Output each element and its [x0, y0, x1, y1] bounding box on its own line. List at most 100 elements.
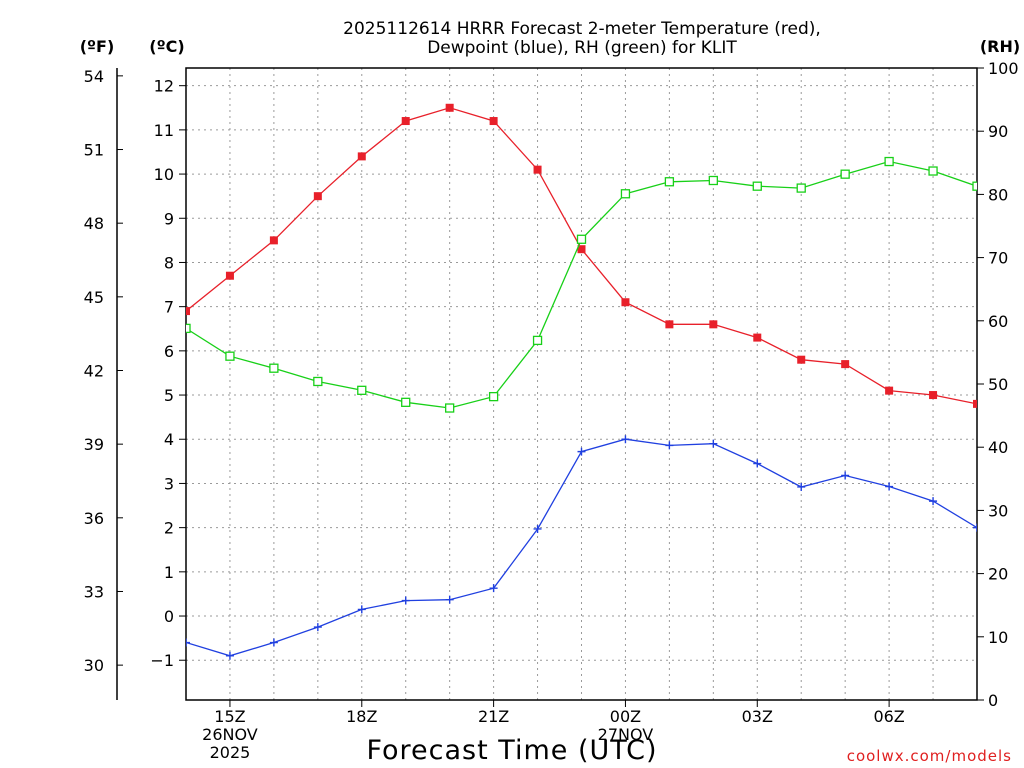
fahrenheit-axis-unit: (ºF) [80, 37, 115, 56]
fahrenheit-tick-label: 36 [84, 509, 104, 528]
temperature-point [929, 391, 938, 400]
temperature-point [269, 236, 278, 245]
dewpoint-point [709, 439, 718, 448]
rh-tick-label: 100 [988, 59, 1019, 78]
x-tick-label: 06Z [873, 707, 904, 726]
dewpoint-point [577, 447, 586, 456]
temperature-point [186, 307, 190, 316]
temperature-point [313, 192, 322, 201]
dewpoint-point [357, 605, 366, 614]
celsius-tick-label: 5 [164, 386, 174, 405]
celsius-tick-label: 4 [164, 430, 174, 449]
source-credit[interactable]: coolwx.com/models [847, 747, 1012, 765]
rh-tick-label: 60 [988, 312, 1008, 331]
temperature-point [665, 320, 674, 329]
x-tick-label: 15Z [214, 707, 245, 726]
fahrenheit-tick-label: 48 [84, 214, 104, 233]
dewpoint-point [489, 584, 498, 593]
celsius-tick-label: 11 [154, 121, 174, 140]
dewpoint-point [225, 651, 234, 660]
dewpoint-point [401, 596, 410, 605]
fahrenheit-tick-label: 39 [84, 435, 104, 454]
rh-point [620, 189, 631, 199]
x-tick-label: 00Z [610, 707, 641, 726]
celsius-tick-label: 3 [164, 474, 174, 493]
rh-point [532, 335, 543, 346]
dewpoint-point [929, 497, 938, 506]
celsius-tick-label: 12 [154, 77, 174, 96]
rh-point [401, 397, 411, 407]
dewpoint-point [753, 459, 762, 468]
rh-point [972, 181, 977, 191]
rh-point [488, 391, 499, 402]
celsius-tick-label: 1 [164, 563, 174, 582]
dewpoint-point [186, 638, 190, 647]
chart-title-line-1: 2025112614 HRRR Forecast 2-meter Tempera… [343, 19, 821, 39]
grid-layer [186, 68, 977, 700]
rh-point [269, 363, 279, 373]
dewpoint-point [269, 638, 278, 647]
temperature-point [577, 245, 586, 254]
rh-tick-label: 90 [988, 122, 1008, 141]
rh-tick-label: 0 [988, 691, 998, 710]
celsius-tick-label: 6 [164, 342, 174, 361]
celsius-tick-label: −1 [150, 651, 174, 670]
fahrenheit-tick-label: 33 [84, 582, 104, 601]
dewpoint-point [885, 482, 894, 491]
x-tick-label: 27NOV [598, 725, 654, 744]
fahrenheit-tick-label: 30 [84, 656, 104, 675]
temperature-point [533, 165, 542, 174]
dewpoint-point [665, 441, 674, 450]
rh-point [445, 403, 455, 413]
dewpoint-point [445, 595, 454, 604]
temperature-point [753, 333, 762, 342]
temperature-point [973, 399, 977, 408]
rh-tick-label: 70 [988, 249, 1008, 268]
chart-title-line-2: Dewpoint (blue), RH (green) for KLIT [427, 38, 737, 58]
rh-point [186, 323, 191, 334]
rh-point [796, 183, 806, 193]
x-tick-label: 18Z [346, 707, 377, 726]
plot-frame [185, 67, 978, 701]
rh-tick-label: 80 [988, 185, 1008, 204]
dewpoint-point [973, 523, 977, 532]
fahrenheit-tick-label: 51 [84, 141, 104, 160]
rh-point [664, 177, 675, 187]
x-tick-label: 03Z [742, 707, 773, 726]
dewpoint-point [313, 623, 322, 632]
fahrenheit-tick-label: 45 [84, 288, 104, 307]
x-tick-label: 26NOV [202, 725, 258, 744]
rh-point [357, 385, 367, 395]
temperature-point [841, 360, 850, 369]
dewpoint-point [797, 482, 806, 491]
rh-tick-label: 20 [988, 565, 1008, 584]
temperature-point [621, 298, 630, 307]
celsius-tick-label: 8 [164, 253, 174, 272]
rh-tick-label: 40 [988, 438, 1008, 457]
celsius-tick-label: 10 [154, 165, 174, 184]
temperature-point [885, 386, 894, 395]
rh-axis-unit: (RH) [980, 37, 1020, 56]
celsius-tick-label: 7 [164, 298, 174, 317]
dewpoint-point [841, 471, 850, 480]
temperature-point [357, 152, 366, 161]
celsius-tick-label: 2 [164, 519, 174, 538]
fahrenheit-tick-label: 42 [84, 361, 104, 380]
x-tick-label: 2025 [210, 743, 251, 762]
rh-point [708, 175, 718, 186]
fahrenheit-tick-label: 54 [84, 67, 104, 86]
rh-point [576, 234, 587, 244]
rh-tick-label: 30 [988, 501, 1008, 520]
series-clip-group [186, 103, 977, 660]
rh-tick-label: 10 [988, 628, 1008, 647]
dewpoint-point [533, 524, 542, 533]
celsius-tick-label: 0 [164, 607, 174, 626]
temperature-point [445, 103, 454, 112]
rh-point [884, 156, 894, 167]
series-layer [186, 103, 977, 660]
rh-point [752, 181, 762, 191]
temperature-point [225, 271, 234, 280]
rh-point [225, 351, 235, 361]
temperature-point [401, 117, 410, 126]
